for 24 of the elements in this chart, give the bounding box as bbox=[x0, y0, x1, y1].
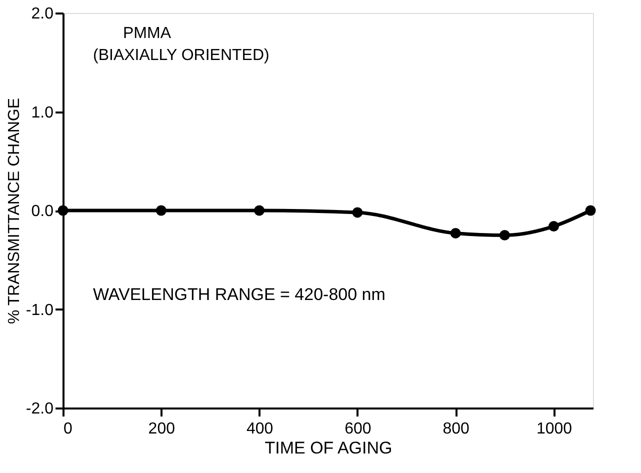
y-axis-title: % TRANSMITTANCE CHANGE bbox=[6, 98, 23, 324]
point bbox=[548, 221, 559, 232]
x-tick-label: 0 bbox=[64, 420, 72, 438]
point bbox=[450, 228, 461, 238]
y-tick-label: 2.0 bbox=[31, 6, 54, 22]
y-tick-label: 0.0 bbox=[31, 203, 54, 220]
point bbox=[58, 205, 68, 216]
point bbox=[585, 205, 596, 216]
x-tick-label: 600 bbox=[344, 420, 372, 438]
x-axis-title: TIME OF AGING bbox=[264, 438, 392, 458]
point bbox=[156, 205, 166, 216]
annotation: WAVELENGTH RANGE = 420-800 nm bbox=[93, 285, 386, 304]
x-tick-label: 200 bbox=[148, 420, 176, 438]
annotation: (BIAXIALLY ORIENTED) bbox=[93, 47, 270, 64]
x-tick-label: 1000 bbox=[536, 420, 572, 438]
x-tick-label: 800 bbox=[442, 420, 470, 438]
point bbox=[254, 205, 265, 216]
y-tick-label: -2.0 bbox=[26, 400, 54, 418]
x-tick-label: 400 bbox=[246, 420, 274, 438]
annotation: PMMA bbox=[123, 25, 172, 42]
y-tick-label: -1.0 bbox=[26, 302, 54, 319]
point bbox=[499, 230, 510, 240]
y-tick-label: 1.0 bbox=[31, 104, 54, 122]
point bbox=[352, 207, 363, 218]
